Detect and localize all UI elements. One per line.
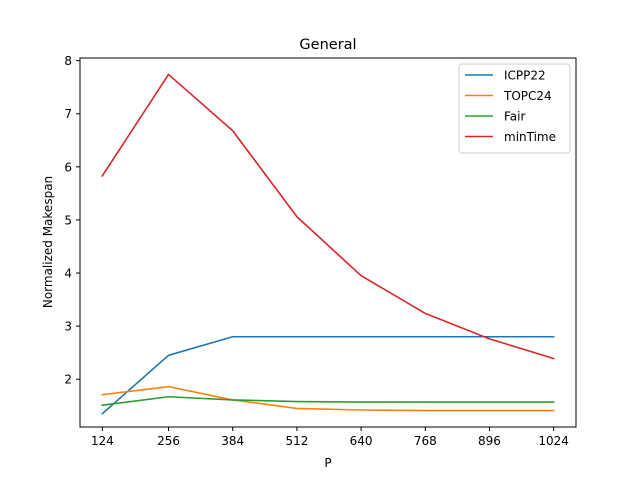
y-axis-ticks: 2 3 4 5 6 7 8 [64, 54, 80, 387]
x-tick-label: 1024 [538, 434, 569, 448]
series-line-mintime [101, 73, 555, 360]
x-axis-label: P [324, 456, 331, 470]
legend-label-mintime: minTime [504, 130, 556, 144]
chart-title: General [299, 37, 356, 53]
plot-area-frame [79, 57, 577, 428]
y-tick-label: 8 [64, 54, 72, 68]
legend-label-topc24: TOPC24 [503, 89, 552, 103]
series-line-topc24 [101, 385, 555, 412]
legend-label-fair: Fair [504, 110, 525, 124]
y-axis-label: Normalized Makespan [41, 176, 55, 308]
y-tick-label: 6 [64, 160, 72, 174]
x-tick-label: 512 [285, 434, 308, 448]
x-tick-label: 896 [478, 434, 501, 448]
series-layer [101, 73, 555, 415]
x-tick-label: 256 [157, 434, 180, 448]
x-tick-label: 384 [221, 434, 244, 448]
y-tick-label: 4 [64, 267, 72, 281]
series-line-fair [101, 395, 555, 407]
legend: ICPP22 TOPC24 Fair minTime [458, 63, 571, 154]
x-tick-label: 124 [91, 434, 114, 448]
series-line-icpp22 [101, 335, 555, 415]
y-tick-label: 3 [64, 320, 72, 334]
legend-box [458, 63, 571, 154]
x-tick-label: 640 [350, 434, 373, 448]
legend-label-icpp22: ICPP22 [504, 69, 546, 83]
y-tick-label: 5 [64, 213, 72, 227]
x-axis-ticks: 124 256 384 512 640 768 896 1024 [91, 427, 569, 448]
x-tick-label: 768 [414, 434, 437, 448]
y-tick-label: 7 [64, 107, 72, 121]
y-tick-label: 2 [64, 373, 72, 387]
